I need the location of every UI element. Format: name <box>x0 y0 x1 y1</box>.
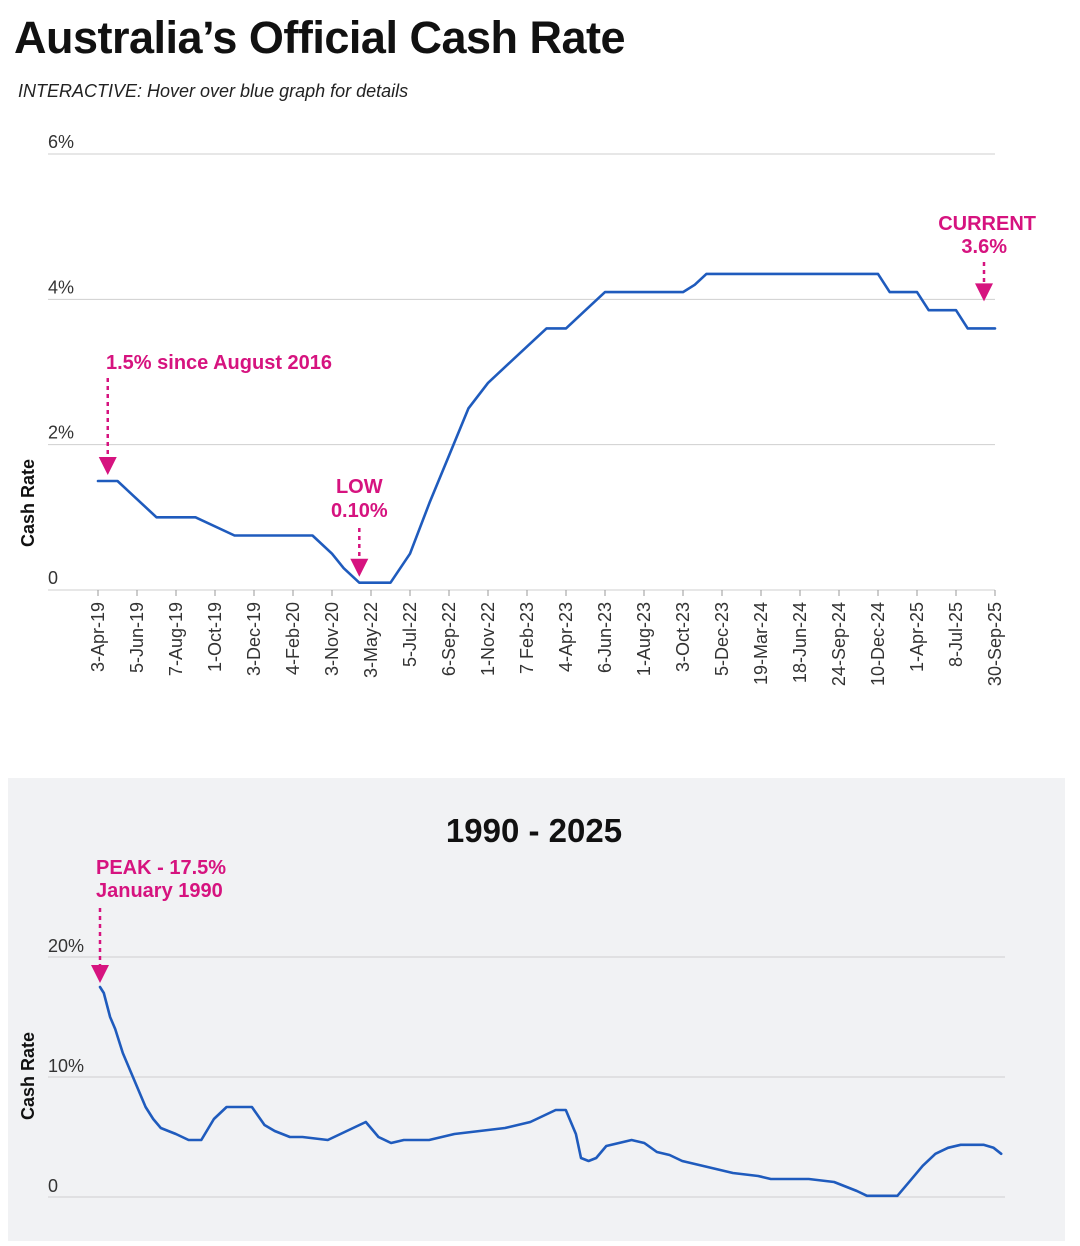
x-tick-label: 18-Jun-24 <box>790 602 810 683</box>
x-tick-label: 3-Nov-20 <box>322 602 342 676</box>
historical-panel: 1990 - 2025 0 10% 20% Cash Rate PEAK - 17.… <box>8 778 1065 1241</box>
x-tick-label: 3-May-22 <box>361 602 381 678</box>
annotation-current-value: 3.6% <box>961 236 1007 258</box>
arrow-head <box>350 558 369 577</box>
page-subtitle: INTERACTIVE: Hover over blue graph for d… <box>18 81 409 101</box>
arrow-low <box>350 528 369 577</box>
x-tick-label: 1-Oct-19 <box>205 602 225 672</box>
annotation-current: CURRENT <box>938 213 1036 235</box>
arrow-head <box>98 457 117 475</box>
page-title: Australia’s Official Cash Rate <box>14 12 626 63</box>
annotation-peak: PEAK - 17.5% <box>96 857 226 879</box>
cash-rate-chart-2019-2025[interactable]: 0 2% 4% 6% 3-Apr-19 5-Jun-19 7-Aug-19 1-Oct-19… <box>0 120 1080 840</box>
x-tick-label: 3-Apr-19 <box>88 602 108 672</box>
x-tick-label: 1-Nov-22 <box>478 602 498 676</box>
cash-rate-chart-1990-2025[interactable]: 1990 - 2025 0 10% 20% Cash Rate PEAK - 17.… <box>8 778 1065 1241</box>
x-tick-label: 10-Dec-24 <box>868 602 888 686</box>
y-tick-label: 0 <box>48 568 58 588</box>
arrow-peak <box>91 908 109 983</box>
arrow-head <box>91 965 109 983</box>
x-tick-label: 4-Apr-23 <box>556 602 576 672</box>
x-tick-label: 5-Dec-23 <box>712 602 732 676</box>
annotations: PEAK - 17.5%January 1990 <box>91 857 226 983</box>
annotation-low-value: 0.10% <box>331 500 388 522</box>
x-tick-label: 24-Sep-24 <box>829 602 849 686</box>
y-tick-label: 10% <box>48 1056 84 1076</box>
arrow-head <box>975 283 993 302</box>
x-tick-label: 5-Jul-22 <box>400 602 420 667</box>
x-tick-label: 8-Jul-25 <box>946 602 966 667</box>
x-tick-label: 3-Oct-23 <box>673 602 693 672</box>
x-tick-label: 7 Feb-23 <box>517 602 537 674</box>
x-tick-label: 3-Dec-19 <box>244 602 264 676</box>
y-tick-label: 2% <box>48 423 74 443</box>
annotation-peak-date: January 1990 <box>96 880 223 902</box>
gridlines <box>48 153 995 591</box>
cash-rate-history-line[interactable] <box>98 985 1003 1198</box>
cash-rate-line[interactable] <box>96 272 997 584</box>
x-tick-label: 6-Sep-22 <box>439 602 459 676</box>
y-axis-title: Cash Rate <box>18 459 38 547</box>
x-tick-label: 30-Sep-25 <box>985 602 1005 686</box>
y-axis-title: Cash Rate <box>18 1032 38 1120</box>
y-tick-label: 4% <box>48 277 74 297</box>
arrow-current <box>975 262 993 302</box>
arrow-since-2016 <box>98 378 117 475</box>
y-tick-label: 0 <box>48 1176 58 1196</box>
x-tick-label: 1-Apr-25 <box>907 602 927 672</box>
x-tick-label: 4-Feb-20 <box>283 602 303 675</box>
x-tick-label: 1-Aug-23 <box>634 602 654 676</box>
y-tick-labels: 0 10% 20% <box>48 936 84 1196</box>
gridlines <box>48 956 1005 1198</box>
y-tick-label: 20% <box>48 936 84 956</box>
annotation-since-2016: 1.5% since August 2016 <box>106 352 332 374</box>
y-tick-label: 6% <box>48 132 74 152</box>
annotation-low: LOW <box>336 476 383 498</box>
x-tick-label: 19-Mar-24 <box>751 602 771 685</box>
x-tick-label: 6-Jun-23 <box>595 602 615 673</box>
x-tick-label: 7-Aug-19 <box>166 602 186 676</box>
x-tick-labels: 3-Apr-19 5-Jun-19 7-Aug-19 1-Oct-19 3-Dec-19… <box>88 590 1005 686</box>
y-tick-labels: 0 2% 4% 6% <box>48 132 74 588</box>
panel-title: 1990 - 2025 <box>446 812 622 849</box>
x-tick-label: 5-Jun-19 <box>127 602 147 673</box>
